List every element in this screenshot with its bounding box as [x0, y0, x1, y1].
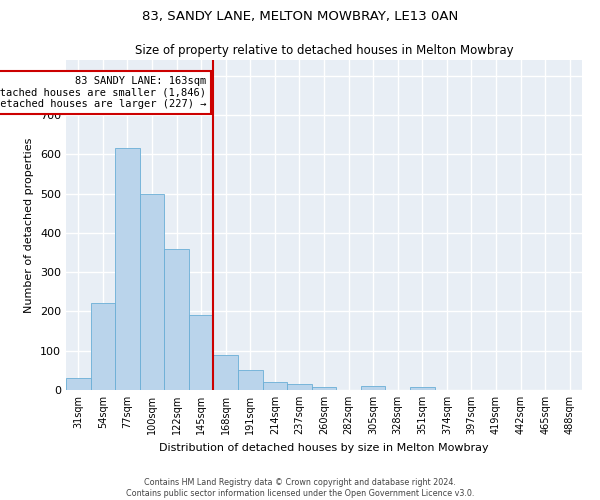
- Title: Size of property relative to detached houses in Melton Mowbray: Size of property relative to detached ho…: [134, 44, 514, 58]
- X-axis label: Distribution of detached houses by size in Melton Mowbray: Distribution of detached houses by size …: [159, 442, 489, 452]
- Bar: [238, 370, 263, 390]
- Bar: [214, 354, 238, 390]
- Text: Contains HM Land Registry data © Crown copyright and database right 2024.
Contai: Contains HM Land Registry data © Crown c…: [126, 478, 474, 498]
- Bar: [263, 382, 287, 390]
- Text: 83 SANDY LANE: 163sqm
← 89% of detached houses are smaller (1,846)
11% of semi-d: 83 SANDY LANE: 163sqm ← 89% of detached …: [0, 76, 206, 109]
- Bar: [287, 384, 312, 390]
- Bar: [66, 378, 91, 390]
- Bar: [410, 387, 434, 390]
- Bar: [91, 303, 115, 390]
- Bar: [189, 316, 214, 390]
- Bar: [312, 387, 336, 390]
- Bar: [361, 386, 385, 390]
- Bar: [140, 194, 164, 390]
- Bar: [115, 148, 140, 390]
- Y-axis label: Number of detached properties: Number of detached properties: [25, 138, 34, 312]
- Bar: [164, 250, 189, 390]
- Text: 83, SANDY LANE, MELTON MOWBRAY, LE13 0AN: 83, SANDY LANE, MELTON MOWBRAY, LE13 0AN: [142, 10, 458, 23]
